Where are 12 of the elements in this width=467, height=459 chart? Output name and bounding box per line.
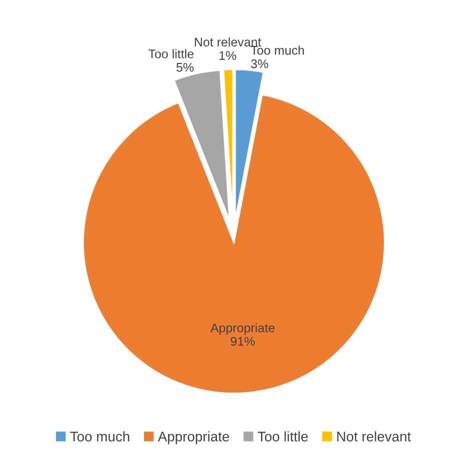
data-label: 1%: [220, 51, 236, 60]
data-label: 5%: [176, 62, 194, 72]
slice-label: Too much: [250, 46, 304, 55]
legend-label: Not relevant: [337, 431, 411, 442]
legend-label: Appropriate: [158, 431, 230, 444]
legend-label: Too little: [258, 431, 308, 442]
data-label: 3%: [250, 59, 268, 68]
slice-label: Appropriate: [210, 323, 274, 335]
slice-label: Not relevant: [194, 37, 262, 47]
slice-label: Too little: [148, 49, 194, 58]
legend-label: Too much: [70, 431, 130, 442]
data-label: 91%: [230, 336, 255, 346]
